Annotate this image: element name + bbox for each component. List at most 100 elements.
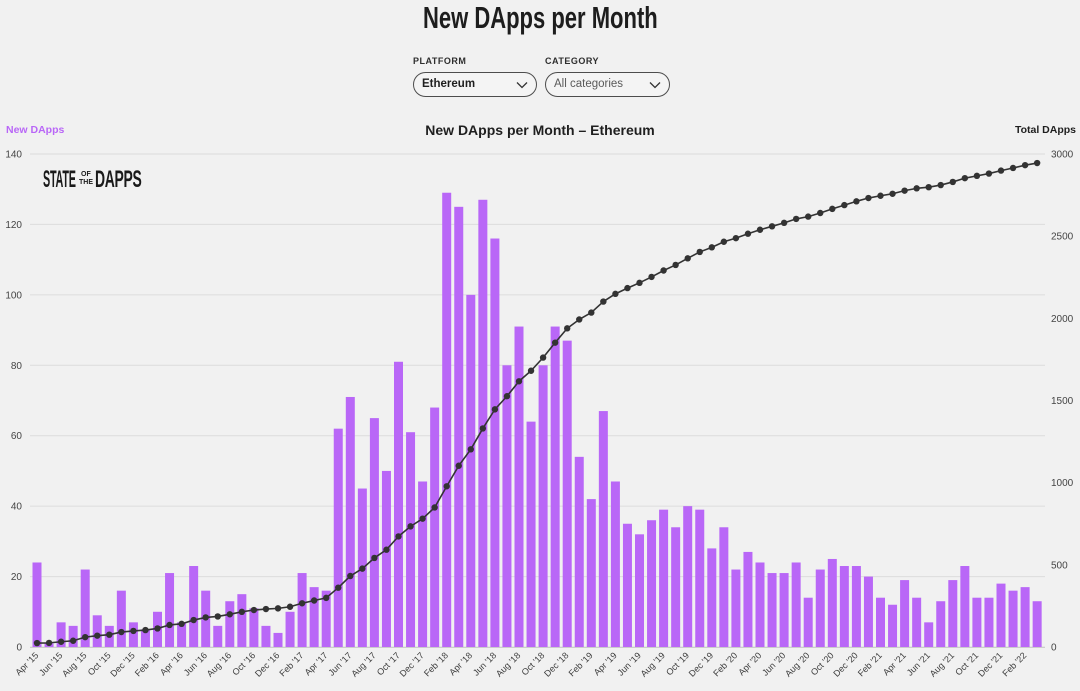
bar-new-dapps [647,520,657,647]
point-total-dapps [576,316,583,323]
bar-new-dapps [261,625,271,647]
point-total-dapps [226,611,233,618]
bar-new-dapps [779,573,789,647]
logo-word-the: THE [79,179,93,186]
x-tick-label: Jun '21 [905,650,932,677]
bar-new-dapps [695,509,705,647]
chevron-down-icon-path [516,82,528,89]
bar-new-dapps [454,206,464,648]
logo-word-dapps: DAPPS [95,166,142,193]
x-tick-label: Aug '18 [494,650,522,678]
point-total-dapps [551,339,559,346]
point-total-dapps [889,190,896,197]
x-tick-label: Jun '15 [37,650,64,677]
bar-new-dapps [562,340,572,647]
bar-new-dapps [430,407,440,647]
x-tick-label: Feb '18 [422,650,450,678]
bar-new-dapps [369,418,379,647]
y-tick-label-left: 20 [11,572,23,583]
x-tick-label: Feb '19 [567,650,595,678]
x-tick-label: Apr '17 [303,650,330,677]
point-total-dapps [142,626,149,634]
bar-new-dapps [32,562,42,647]
point-total-dapps [817,209,824,217]
point-total-dapps [33,639,41,647]
point-total-dapps [792,215,800,223]
bar-new-dapps [1020,587,1030,647]
bar-new-dapps [1032,601,1042,647]
y-tick-label-left: 100 [5,290,22,301]
point-total-dapps [262,605,270,613]
point-total-dapps [624,284,631,292]
point-total-dapps [214,613,221,620]
point-total-dapps [443,483,450,490]
point-total-dapps [841,201,848,209]
bar-new-dapps [478,199,488,647]
bar-new-dapps [791,562,801,647]
point-total-dapps [190,616,197,624]
x-tick-label: Apr '21 [881,650,908,677]
point-total-dapps [94,632,101,639]
point-total-dapps [286,603,294,610]
point-total-dapps [744,230,752,237]
bar-new-dapps [936,601,946,647]
x-tick-label: Dec '17 [398,650,426,678]
x-tick-label: Feb '16 [133,650,161,678]
point-total-dapps [937,181,944,189]
point-total-dapps [696,248,703,256]
bar-new-dapps [960,566,970,647]
point-total-dapps [901,187,908,194]
point-total-dapps [455,462,462,469]
y-tick-label-right: 2000 [1051,314,1074,325]
x-tick-label: Aug '20 [783,650,811,678]
point-total-dapps [588,309,595,316]
bar-new-dapps [755,562,765,647]
category-select[interactable]: All categories [545,72,670,97]
point-total-dapps [359,565,366,572]
bar-new-dapps [273,632,283,647]
y-tick-label-right: 2500 [1051,232,1074,243]
bar-new-dapps [731,569,741,647]
bar-new-dapps [406,432,416,647]
x-tick-label: Feb '22 [1000,650,1028,678]
bar-new-dapps [237,594,247,647]
x-tick-label: Dec '21 [976,650,1004,678]
point-total-dapps [1009,164,1017,172]
chevron-down-icon [649,82,661,89]
point-total-dapps [539,354,547,361]
bar-new-dapps [80,569,90,647]
bar-new-dapps [140,629,150,647]
bar-new-dapps [610,481,620,647]
point-total-dapps [853,198,860,205]
point-total-dapps [636,279,643,287]
x-tick-label: Aug '16 [205,650,233,678]
point-total-dapps [407,523,414,530]
point-total-dapps [57,638,65,645]
point-total-dapps [371,554,378,562]
point-total-dapps [347,572,354,580]
bar-new-dapps [948,580,958,647]
bar-new-dapps [165,573,175,647]
platform-select[interactable]: Ethereum [413,72,537,97]
point-total-dapps [648,273,655,281]
x-tick-label: Dec '15 [108,650,136,678]
bar-new-dapps [309,587,319,647]
bar-new-dapps [128,622,138,647]
point-total-dapps [925,183,932,191]
point-total-dapps [961,174,969,182]
bar-new-dapps [526,421,536,647]
bar-new-dapps [418,481,428,647]
point-total-dapps [431,504,438,511]
bar-new-dapps [345,396,355,647]
bar-new-dapps [876,597,885,647]
bar-new-dapps [249,608,259,647]
bar-new-dapps [839,566,849,647]
bar-new-dapps [719,527,729,647]
state-of-the-dapps-logo: STATE OF THE DAPPS [43,168,145,192]
total-dapps-line [36,162,1038,644]
x-tick-label: Feb '17 [277,650,305,678]
chevron-down-icon-path [649,82,661,89]
point-total-dapps [1021,161,1029,169]
point-total-dapps [684,255,691,262]
